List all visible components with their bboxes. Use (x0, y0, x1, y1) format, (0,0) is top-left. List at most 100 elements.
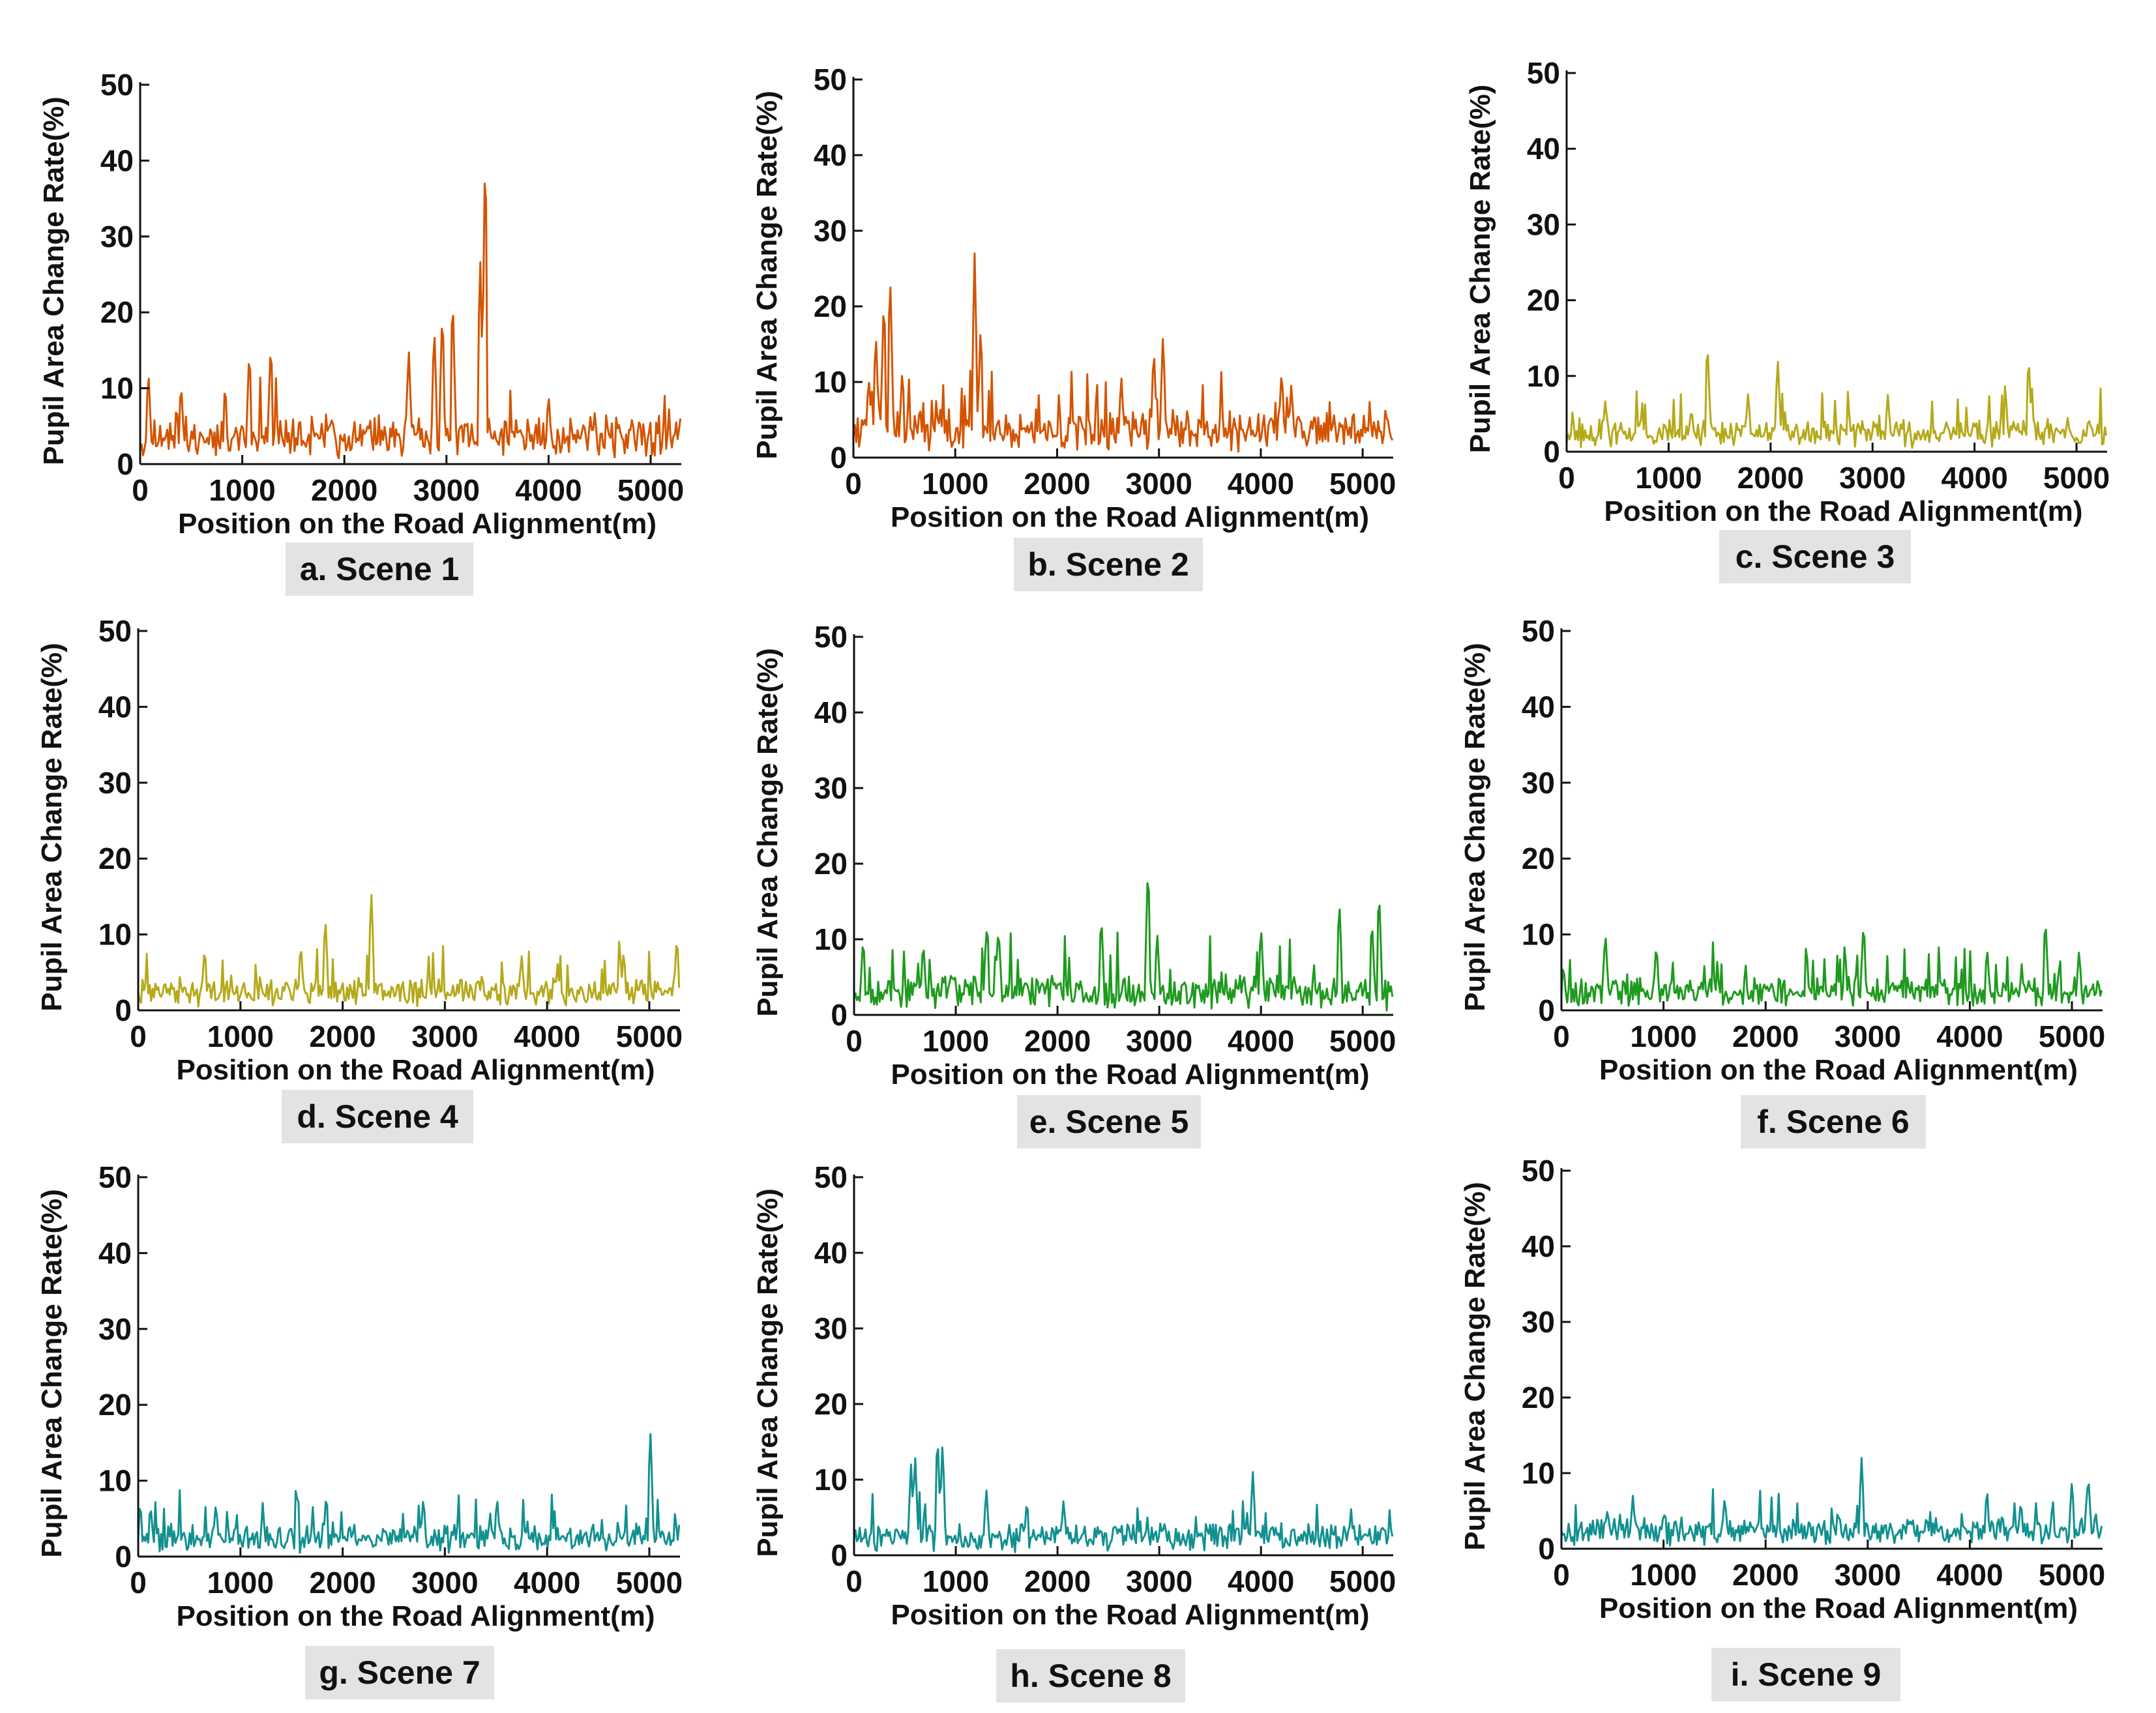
x-tick-label: 3000 (1835, 1558, 1901, 1592)
caption-box (282, 1090, 473, 1143)
x-tick-label: 5000 (2039, 1558, 2105, 1592)
y-tick-label: 50 (814, 1160, 848, 1194)
y-tick-label: 0 (1543, 435, 1560, 469)
y-tick-label: 10 (814, 1463, 848, 1497)
caption-box (286, 542, 473, 596)
y-axis-title: Pupil Area Change Rate(%) (36, 1189, 68, 1558)
chart-panel-d: 0 10 20 30 40 50 0 1000 2000 3000 4000 5000Position… (36, 614, 683, 1143)
y-tick-label: 0 (830, 441, 847, 475)
x-axis-title: Position on the Road Alignment(m) (1604, 495, 2082, 527)
y-tick-label: 0 (117, 447, 134, 481)
x-tick-label: 2000 (1732, 1019, 1799, 1053)
chart-panel-c: 0 10 20 30 40 50 0 1000 2000 3000 4000 5000Position… (1464, 56, 2110, 583)
series-line (853, 882, 1394, 1012)
y-tick-label: 20 (814, 1387, 848, 1421)
y-tick-label: 40 (1522, 1229, 1555, 1263)
caption-box (1711, 1648, 1900, 1701)
y-axis-title: Pupil Area Change Rate(%) (752, 648, 784, 1017)
x-tick-label: 2000 (1737, 461, 1804, 495)
x-tick-label: 0 (1558, 461, 1575, 495)
y-tick-label: 0 (1538, 993, 1555, 1027)
y-tick-label: 40 (814, 138, 847, 172)
y-tick-label: 40 (1527, 132, 1560, 166)
x-tick-label: 2000 (309, 1019, 376, 1053)
y-tick-label: 30 (814, 771, 848, 805)
x-tick-label: 5000 (616, 1566, 683, 1600)
x-axis-title: Position on the Road Alignment(m) (176, 1600, 655, 1632)
y-tick-label: 50 (1522, 1154, 1555, 1188)
y-tick-label: 10 (98, 918, 132, 952)
y-tick-label: 40 (814, 1236, 848, 1270)
x-tick-label: 1000 (923, 1024, 989, 1058)
y-tick-label: 20 (98, 1388, 132, 1422)
caption-box (305, 1646, 494, 1699)
caption-box (1741, 1095, 1926, 1149)
x-tick-label: 3000 (411, 1566, 478, 1600)
panel-caption: d. Scene 4 (297, 1098, 458, 1135)
caption-box (996, 1649, 1185, 1703)
x-tick-label: 3000 (1126, 467, 1192, 501)
x-tick-label: 0 (846, 1024, 863, 1058)
x-tick-label: 5000 (1329, 467, 1396, 501)
series-line (852, 252, 1394, 453)
series-line (1560, 928, 2103, 1007)
x-tick-label: 4000 (1228, 1024, 1294, 1058)
y-tick-label: 30 (1522, 1305, 1555, 1339)
x-tick-label: 4000 (1228, 1564, 1294, 1598)
x-tick-label: 2000 (311, 473, 377, 507)
y-tick-label: 40 (100, 143, 134, 177)
x-tick-label: 3000 (413, 473, 480, 507)
y-tick-label: 10 (1522, 1456, 1555, 1490)
chart-panel-e: 0 10 20 30 40 50 0 1000 2000 3000 4000 5000Position… (752, 620, 1396, 1149)
x-tick-label: 2000 (309, 1566, 376, 1600)
x-axis-title: Position on the Road Alignment(m) (891, 501, 1369, 533)
y-tick-label: 0 (831, 1538, 848, 1572)
series-line (137, 894, 681, 1008)
x-tick-label: 4000 (514, 1566, 580, 1600)
chart-panel-b: 0 10 20 30 40 50 0 1000 2000 3000 4000 5000Position… (751, 63, 1396, 591)
y-tick-label: 20 (814, 847, 848, 881)
series-line (137, 1433, 681, 1554)
y-tick-label: 20 (98, 842, 132, 875)
y-tick-label: 30 (98, 1312, 132, 1346)
x-tick-label: 2000 (1024, 1564, 1091, 1598)
y-axis-title: Pupil Area Change Rate(%) (1459, 643, 1491, 1012)
y-axis-title: Pupil Area Change Rate(%) (751, 91, 783, 460)
y-tick-label: 50 (98, 614, 132, 648)
y-tick-label: 10 (1522, 918, 1555, 952)
x-tick-label: 3000 (1126, 1024, 1192, 1058)
x-tick-label: 0 (1553, 1019, 1570, 1053)
y-tick-label: 30 (814, 214, 847, 248)
x-axis-title: Position on the Road Alignment(m) (891, 1599, 1369, 1631)
x-tick-label: 4000 (515, 473, 582, 507)
y-tick-label: 50 (98, 1160, 132, 1194)
x-tick-label: 5000 (2043, 461, 2110, 495)
x-tick-label: 4000 (1228, 467, 1294, 501)
y-tick-label: 20 (1522, 842, 1555, 875)
y-tick-label: 10 (100, 372, 134, 405)
y-tick-label: 0 (115, 993, 132, 1027)
caption-box (1014, 538, 1203, 591)
chart-panel-g: 0 10 20 30 40 50 0 1000 2000 3000 4000 5000Position… (36, 1160, 683, 1699)
x-axis-title: Position on the Road Alignment(m) (891, 1059, 1369, 1091)
y-tick-label: 0 (1538, 1532, 1555, 1566)
panel-caption: h. Scene 8 (1010, 1658, 1171, 1694)
y-axis-title: Pupil Area Change Rate(%) (36, 643, 68, 1012)
x-tick-label: 1000 (207, 1019, 274, 1053)
y-tick-label: 50 (814, 620, 848, 654)
y-tick-label: 30 (814, 1311, 848, 1345)
x-tick-label: 3000 (411, 1019, 478, 1053)
y-tick-label: 0 (115, 1540, 132, 1574)
x-tick-label: 5000 (616, 1019, 683, 1053)
panel-caption: f. Scene 6 (1757, 1104, 1909, 1140)
x-tick-label: 1000 (1630, 1558, 1696, 1592)
y-tick-label: 20 (814, 289, 847, 323)
caption-box (1017, 1095, 1201, 1149)
x-tick-label: 1000 (922, 467, 988, 501)
x-tick-label: 2000 (1024, 467, 1090, 501)
panel-caption: c. Scene 3 (1735, 538, 1895, 575)
x-tick-label: 3000 (1126, 1564, 1192, 1598)
x-tick-label: 0 (132, 473, 149, 507)
y-tick-label: 40 (1522, 690, 1555, 724)
